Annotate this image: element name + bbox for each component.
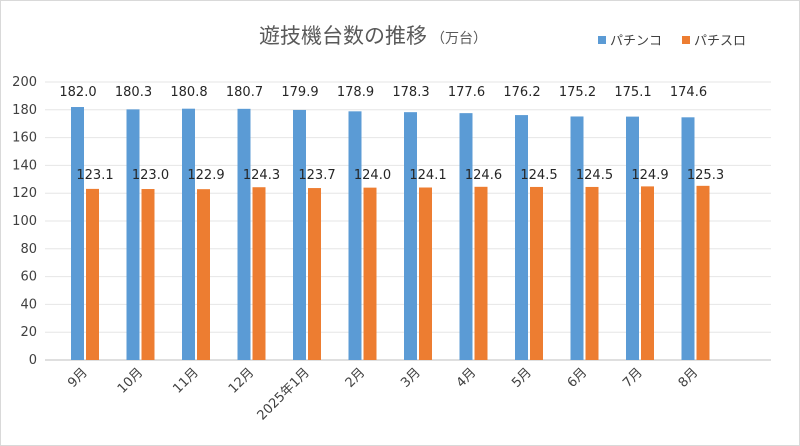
bar-pachinko <box>182 108 195 360</box>
data-label-pachislot: 123.7 <box>298 168 335 183</box>
bar-pachislot <box>530 186 543 360</box>
bar-pachinko <box>348 111 362 360</box>
data-label-pachislot: 124.9 <box>631 168 668 183</box>
y-tick-label: 200 <box>12 75 37 90</box>
data-label-pachislot: 124.5 <box>520 168 557 183</box>
bar-pachislot <box>641 186 654 360</box>
legend-swatch-pachislot <box>682 36 690 44</box>
bar-pachinko <box>293 109 306 361</box>
chart-title: 遊技機台数の推移 （万台） <box>259 24 487 48</box>
y-tick-label: 80 <box>20 242 37 257</box>
data-label-pachislot: 123.0 <box>132 168 169 183</box>
data-label-layer: 182.0 123.1 180.3 123.0 180.8 122.9 180.7 124.3… <box>59 85 724 183</box>
x-tick-label: 2月 <box>343 365 369 391</box>
bar-pachislot <box>197 189 210 360</box>
x-tick-label: 9月 <box>65 365 91 391</box>
bar-pachislot <box>696 185 710 360</box>
bar-pachinko <box>404 112 417 361</box>
bar-pachislot <box>252 187 266 360</box>
y-tick-label: 100 <box>12 214 37 229</box>
bar-layer <box>71 107 710 361</box>
data-label-pachislot: 124.6 <box>465 168 502 183</box>
legend-label-pachislot: パチスロ <box>694 34 746 49</box>
legend-label-pachinko: パチンコ <box>610 34 662 49</box>
data-label-pachinko: 179.9 <box>281 85 318 100</box>
data-label-pachislot: 125.3 <box>687 168 724 183</box>
y-tick-label: 120 <box>12 186 37 201</box>
x-tick-label: 11月 <box>170 365 201 396</box>
y-tick-label: 40 <box>20 297 37 312</box>
y-tick-label: 0 <box>29 353 37 368</box>
data-label-pachinko: 182.0 <box>59 85 96 100</box>
bar-pachinko <box>626 116 639 361</box>
data-label-pachinko: 180.8 <box>170 85 207 100</box>
x-tick-label: 8月 <box>676 365 702 391</box>
bar-pachislot <box>585 186 599 360</box>
data-label-pachinko: 178.3 <box>392 85 429 100</box>
y-tick-label: 20 <box>20 325 37 340</box>
chart-title-text: 遊技機台数の推移 <box>259 24 427 48</box>
y-axis-ticks: 0 20 40 60 80 100 120 140 160 180 200 <box>12 75 37 368</box>
legend: パチンコ パチスロ <box>598 34 746 49</box>
data-label-pachinko: 175.1 <box>614 85 651 100</box>
data-label-pachinko: 176.2 <box>503 85 540 100</box>
bar-pachinko <box>126 109 140 361</box>
y-tick-label: 60 <box>20 270 37 285</box>
data-label-pachislot: 122.9 <box>187 168 224 183</box>
data-label-pachislot: 124.1 <box>409 168 446 183</box>
data-label-pachislot: 124.3 <box>243 168 280 183</box>
chart-title-unit: （万台） <box>431 31 487 47</box>
bar-pachislot <box>141 189 155 360</box>
bar-pachislot <box>86 188 99 360</box>
bar-pachinko <box>71 107 84 361</box>
x-tick-label: 3月 <box>398 365 424 391</box>
data-label-pachinko: 180.3 <box>115 85 152 100</box>
y-tick-label: 180 <box>12 103 37 118</box>
data-label-pachinko: 180.7 <box>226 85 263 100</box>
bar-pachinko <box>681 117 695 360</box>
y-tick-label: 140 <box>12 158 37 173</box>
data-label-pachislot: 123.1 <box>76 168 113 183</box>
x-tick-label: 12月 <box>226 365 257 396</box>
x-tick-label: 2025年1月 <box>255 365 313 423</box>
bar-pachinko <box>570 116 584 360</box>
x-tick-label: 4月 <box>454 365 480 391</box>
legend-swatch-pachinko <box>598 36 606 44</box>
bar-pachinko <box>515 115 528 360</box>
bar-pachinko <box>459 113 473 360</box>
data-label-pachislot: 124.5 <box>576 168 613 183</box>
x-tick-label: 5月 <box>509 365 535 391</box>
bar-pachislot <box>363 187 377 360</box>
x-tick-label: 6月 <box>565 365 591 391</box>
data-label-pachinko: 175.2 <box>559 85 596 100</box>
x-tick-label: 7月 <box>620 365 646 391</box>
data-label-pachislot: 124.0 <box>354 168 391 183</box>
data-label-pachinko: 178.9 <box>337 85 374 100</box>
bar-pachislot <box>474 186 488 360</box>
bar-pachislot <box>419 187 432 360</box>
x-tick-label: 10月 <box>115 365 146 396</box>
bar-pachislot <box>308 188 321 360</box>
data-label-pachinko: 177.6 <box>448 85 485 100</box>
y-tick-label: 160 <box>12 131 37 146</box>
bar-pachinko <box>237 108 251 361</box>
data-label-pachinko: 174.6 <box>670 85 707 100</box>
